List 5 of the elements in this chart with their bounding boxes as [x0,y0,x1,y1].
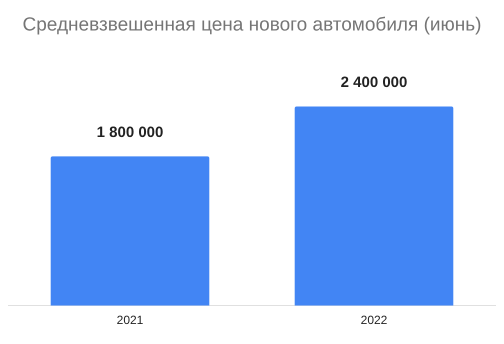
x-tick-label: 2021 [116,313,144,328]
chart-title: Средневзвешенная цена нового автомобиля (июнь) [22,14,482,36]
data-label: 2 400 000 [340,74,408,92]
x-tick-label: 2022 [360,313,388,328]
data-label: 1 800 000 [96,124,164,141]
